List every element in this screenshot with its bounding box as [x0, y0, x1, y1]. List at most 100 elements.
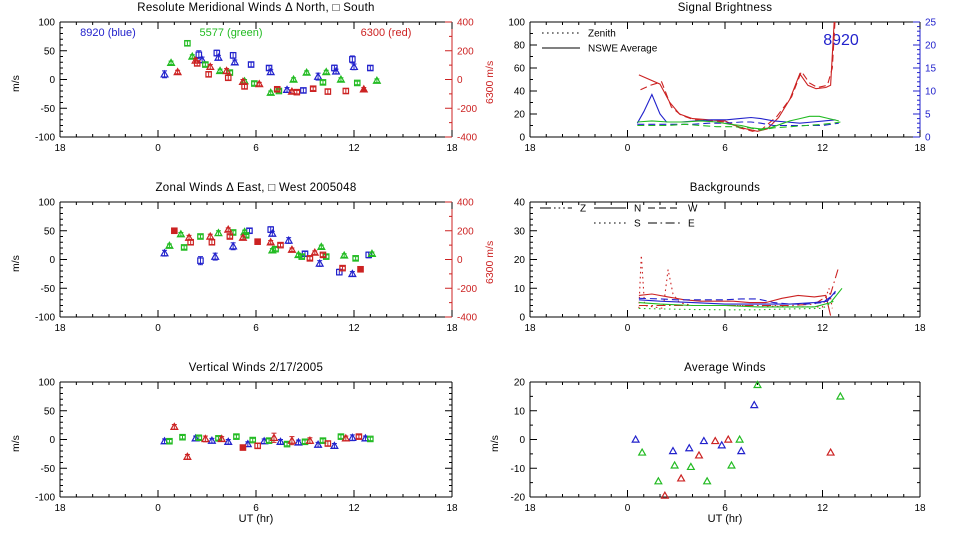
- svg-text:10: 10: [514, 406, 526, 417]
- svg-text:0: 0: [519, 435, 525, 446]
- svg-text:12: 12: [348, 323, 360, 334]
- panel-title-vertical: Vertical Winds 2/17/2005: [188, 362, 324, 374]
- svg-text:0: 0: [625, 503, 631, 514]
- svg-text:0: 0: [925, 133, 931, 144]
- svg-text:0: 0: [155, 503, 161, 514]
- right-axis-label-meridional: 6300 m/s: [484, 60, 496, 104]
- y-axis-label-zonal: m/s: [10, 255, 22, 272]
- svg-text:18: 18: [524, 143, 536, 154]
- svg-text:200: 200: [457, 226, 474, 237]
- svg-text:6: 6: [722, 503, 728, 514]
- svg-text:0: 0: [519, 133, 525, 144]
- svg-text:18: 18: [524, 323, 536, 334]
- y-axis-label-vertical: m/s: [10, 435, 22, 452]
- svg-text:40: 40: [514, 87, 526, 98]
- svg-text:25: 25: [925, 18, 937, 29]
- line-signal-brightness-5577-zenith: [637, 121, 841, 131]
- svg-text:-50: -50: [41, 284, 56, 295]
- points-average-winds-8920: [631, 400, 759, 455]
- svg-text:100: 100: [508, 18, 525, 29]
- svg-text:20: 20: [514, 378, 526, 389]
- svg-text:20: 20: [514, 255, 526, 266]
- svg-text:-400: -400: [457, 313, 477, 324]
- panel-title-meridional: Resolute Meridional Winds Δ North, □ Sou…: [137, 2, 375, 14]
- line-backgrounds-6300-s: [638, 255, 833, 310]
- svg-text:200: 200: [457, 46, 474, 57]
- svg-text:18: 18: [914, 143, 926, 154]
- line-backgrounds-5577-n: [638, 287, 843, 308]
- svg-text:20: 20: [925, 41, 937, 52]
- svg-text:18: 18: [446, 503, 458, 514]
- panel-title-signal: Signal Brightness: [677, 2, 773, 14]
- line-backgrounds-6300-n: [638, 293, 832, 316]
- line-signal-brightness-6300-zenith: [640, 22, 836, 132]
- svg-text:-100: -100: [35, 313, 55, 324]
- svg-text:0: 0: [49, 255, 55, 266]
- svg-text:12: 12: [817, 323, 829, 334]
- line-backgrounds-6300-e: [638, 266, 840, 307]
- svg-text:6: 6: [253, 143, 259, 154]
- svg-text:18: 18: [914, 323, 926, 334]
- points-meridional-winds-8920: [160, 49, 374, 94]
- svg-text:-50: -50: [41, 464, 56, 475]
- y-axis-label-meridional: m/s: [10, 75, 22, 92]
- points-vertical-winds-6300: [169, 422, 363, 460]
- line-signal-brightness-5577-nswe: [637, 115, 839, 130]
- svg-text:6: 6: [253, 503, 259, 514]
- points-average-winds-5577: [637, 380, 845, 485]
- points-zonal-winds-6300: [171, 224, 364, 273]
- svg-text:6: 6: [722, 323, 728, 334]
- x-axis-label-left: UT (hr): [238, 513, 274, 525]
- svg-text:10: 10: [514, 284, 526, 295]
- svg-text:W: W: [688, 204, 698, 215]
- svg-text:0: 0: [155, 323, 161, 334]
- svg-text:-400: -400: [457, 133, 477, 144]
- svg-text:100: 100: [38, 378, 55, 389]
- panel-title-backgrounds: Backgrounds: [689, 182, 761, 194]
- svg-text:15: 15: [925, 64, 937, 75]
- svg-text:100: 100: [38, 18, 55, 29]
- svg-text:Z: Z: [580, 204, 586, 215]
- svg-text:0: 0: [625, 323, 631, 334]
- svg-text:-100: -100: [35, 133, 55, 144]
- svg-text:18: 18: [914, 503, 926, 514]
- svg-text:100: 100: [38, 198, 55, 209]
- svg-text:18: 18: [54, 143, 66, 154]
- svg-text:0: 0: [457, 75, 463, 86]
- svg-text:60: 60: [514, 64, 526, 75]
- svg-text:6: 6: [253, 323, 259, 334]
- svg-text:S: S: [634, 219, 641, 230]
- svg-text:-50: -50: [41, 104, 56, 115]
- points-meridional-winds-5577: [166, 39, 382, 96]
- svg-text:0: 0: [49, 75, 55, 86]
- svg-text:50: 50: [44, 406, 56, 417]
- line-backgrounds-8920-w: [638, 292, 836, 305]
- svg-text:18: 18: [54, 503, 66, 514]
- svg-text:40: 40: [514, 198, 526, 209]
- points-vertical-winds-8920: [160, 433, 370, 450]
- svg-text:400: 400: [457, 198, 474, 209]
- svg-text:80: 80: [514, 41, 526, 52]
- panel-title-zonal: Zonal Winds Δ East, □ West 2005048: [155, 182, 357, 194]
- svg-text:12: 12: [817, 143, 829, 154]
- panel-meridional-winds: 18 0 6 12 18-100-50050100-400-20002004008920…: [35, 18, 477, 155]
- svg-text:6: 6: [722, 143, 728, 154]
- svg-text:20: 20: [514, 110, 526, 121]
- svg-text:50: 50: [44, 46, 56, 57]
- svg-text:-100: -100: [35, 493, 55, 504]
- panel-title-average: Average Winds: [684, 362, 766, 374]
- y-axis-label-average: m/s: [489, 435, 501, 452]
- svg-text:0: 0: [49, 435, 55, 446]
- svg-text:18: 18: [446, 143, 458, 154]
- svg-text:E: E: [688, 219, 695, 230]
- svg-text:0: 0: [519, 313, 525, 324]
- svg-text:18: 18: [54, 323, 66, 334]
- line-signal-brightness-6300-nswe: [638, 22, 835, 132]
- svg-text:-200: -200: [457, 104, 477, 115]
- svg-text:5: 5: [925, 110, 931, 121]
- line-backgrounds-5577-s: [638, 299, 836, 311]
